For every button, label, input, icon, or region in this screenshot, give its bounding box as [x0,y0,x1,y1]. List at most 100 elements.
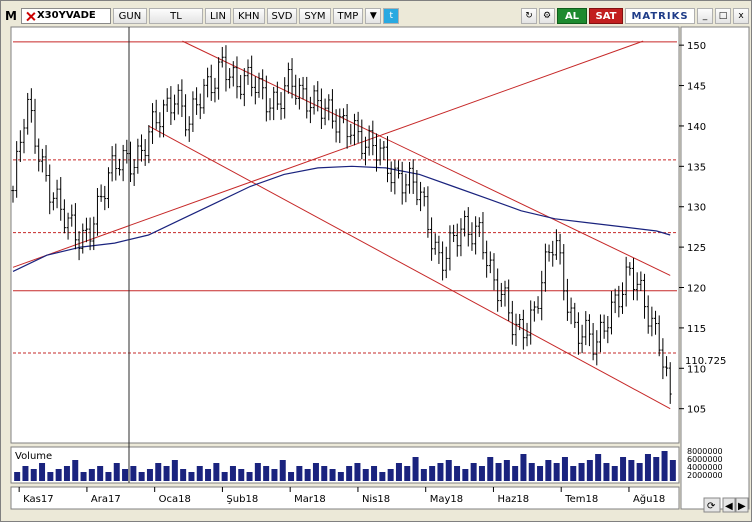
scroll-left-glyph: ◀ [725,501,733,512]
volume-bar [628,460,635,481]
volume-bar [337,472,344,481]
volume-bar [55,469,62,481]
volume-bars-layer [14,451,676,481]
volume-bar [512,466,519,481]
close-button[interactable]: x [733,8,749,24]
refresh-icon[interactable]: ↻ [521,8,537,24]
volume-bar [304,469,311,481]
y-tick-label: 135 [687,162,706,173]
volume-bar [22,466,29,481]
volume-bar [155,463,162,481]
scroll-right-glyph: ▶ [738,501,746,512]
dropdown-arrow-icon[interactable]: ▼ [365,8,382,24]
volume-bar [97,466,104,481]
trendline [12,40,644,268]
volume-bar [130,466,137,481]
volume-bar [595,454,602,481]
price-axis-panel [680,26,750,510]
minimize-button[interactable]: _ [697,8,713,24]
currency-button[interactable]: TL [148,8,203,24]
lin-button[interactable]: LIN [204,8,231,24]
price-bars-layer [11,45,672,404]
volume-bar [213,463,220,481]
sym-button[interactable]: SYM [299,8,331,24]
volume-bar [445,460,452,481]
volume-bar [354,463,361,481]
twitter-icon[interactable]: t [383,8,400,24]
tmp-button[interactable]: TMP [332,8,364,24]
volume-bar [520,454,527,481]
volume-bar [669,460,676,481]
brand-logo: MATRIKS [625,8,695,24]
volume-tick-label: 6000000 [687,455,723,464]
scroll-left-icon[interactable] [722,497,736,513]
volume-label: Volume [15,451,52,462]
volume-bar [586,460,593,481]
volume-bar [229,466,236,481]
x-axis: Kas17 Ara17 Oca18 Şub18 Mar18 Nis18 May18 Haz18… [18,487,665,505]
volume-bar [171,460,178,481]
y-tick-label: 150 [687,41,706,52]
x-tick-label: Haz18 [497,494,529,505]
trendline-layer [12,40,671,410]
x-tick-label: Mar18 [294,494,326,505]
volume-bar [88,469,95,481]
volume-bar [545,460,552,481]
volume-bar [238,469,245,481]
volume-bar [644,454,651,481]
buy-button[interactable]: AL [557,8,587,24]
volume-tick-label: 4000000 [687,463,723,472]
volume-bar [196,466,203,481]
volume-bar [603,463,610,481]
volume-bar [263,466,270,481]
price-panel[interactable] [10,26,680,444]
x-tick-label: Oca18 [159,494,191,505]
volume-bar [296,466,303,481]
volume-bar [570,466,577,481]
y-tick-label: 145 [687,82,706,93]
maximize-button[interactable]: □ [715,8,731,24]
volume-tick-label: 2000000 [687,471,723,480]
volume-bar [47,472,54,481]
y-tick-label: 130 [687,203,706,214]
app-logo: M [5,9,17,23]
sync-icon[interactable] [703,497,721,513]
scroll-right-icon[interactable] [735,497,749,513]
last-price-label: 110.725 [685,356,726,367]
trendline [182,40,671,276]
x-tick-label: Tem18 [564,494,598,505]
volume-bar [495,463,502,481]
volume-bar [80,472,87,481]
volume-bar [72,460,79,481]
y-axis: 105 110 115 120 125 130 135 140 145 150 110.725 [679,41,726,416]
settings-icon[interactable]: ⚙ [539,8,555,24]
sell-button[interactable]: SAT [589,8,623,24]
volume-bar [14,472,21,481]
volume-bar [387,469,394,481]
moving-average-layer [12,165,671,272]
volume-bar [620,457,627,481]
period-button[interactable]: GUN [112,8,147,24]
volume-bar [661,451,668,481]
volume-bar [279,460,286,481]
volume-bar [346,466,353,481]
x-tick-label: Nis18 [362,494,390,505]
volume-bar [503,460,510,481]
volume-bar [371,466,378,481]
volume-bar [180,469,187,481]
volume-bar [404,466,411,481]
volume-bar [221,472,228,481]
volume-bar [205,469,212,481]
volume-bar [454,466,461,481]
svd-button[interactable]: SVD [266,8,298,24]
khn-button[interactable]: KHN [232,8,265,24]
trendline [148,125,671,410]
volume-bar [636,463,643,481]
volume-bar [578,463,585,481]
y-tick-label: 110 [687,364,706,375]
x-tick-label: Şub18 [226,494,258,505]
volume-bar [478,466,485,481]
symbol-box[interactable]: X30YVADE [20,8,111,24]
